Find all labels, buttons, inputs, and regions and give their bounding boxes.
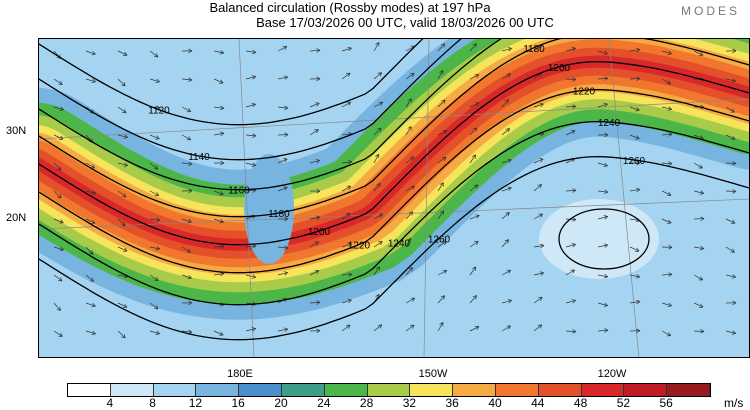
- colorbar-swatch: [582, 384, 625, 396]
- map-title: Balanced circulation (Rossby modes) at 1…: [0, 0, 750, 15]
- colorbar-swatch: [368, 384, 411, 396]
- colorbar-swatch: [667, 384, 710, 396]
- contour-label: 1140: [188, 152, 210, 163]
- contour-label: 1220: [573, 86, 596, 97]
- colorbar-swatch: [239, 384, 282, 396]
- contour-label: 1260: [623, 156, 646, 167]
- colorbar-swatch: [325, 384, 368, 396]
- lat-label-30n: 30N: [6, 125, 26, 137]
- lon-label-180e: 180E: [227, 368, 253, 380]
- contour-label: 1220: [348, 241, 371, 252]
- modes-logo: MODES: [681, 4, 740, 18]
- contour-label: 1120: [148, 106, 170, 117]
- colorbar-swatch: [154, 384, 197, 396]
- lat-label-20n: 20N: [6, 212, 26, 224]
- contour-label: 1160: [228, 186, 250, 197]
- anticyclone-core: [539, 199, 659, 279]
- lon-label-150w: 150W: [419, 368, 448, 380]
- colorbar-swatch: [539, 384, 582, 396]
- colorbar-swatch: [111, 384, 154, 396]
- map-header: Balanced circulation (Rossby modes) at 1…: [0, 0, 750, 30]
- contour-label: 1200: [308, 227, 331, 238]
- map-canvas: 1120114011601180118012001200122012201240…: [39, 39, 750, 358]
- lon-label-120w: 120W: [598, 368, 627, 380]
- colorbar-swatch: [282, 384, 325, 396]
- contour-label: 1260: [428, 234, 451, 245]
- colorbar-swatch: [624, 384, 667, 396]
- contour-label: 1240: [388, 238, 411, 249]
- colorbar-swatch: [410, 384, 453, 396]
- map-subtitle: Base 17/03/2026 00 UTC, valid 18/03/2026…: [0, 15, 750, 30]
- colorbar-swatch: [68, 384, 111, 396]
- contour-label: 1200: [548, 63, 571, 74]
- contour-label: 1180: [268, 209, 290, 220]
- contour-label: 1240: [598, 118, 621, 129]
- contour-label: 1180: [523, 44, 545, 55]
- colorbar-swatch: [453, 384, 496, 396]
- colorbar-swatch: [196, 384, 239, 396]
- colorbar: [67, 383, 711, 397]
- colorbar-swatch: [496, 384, 539, 396]
